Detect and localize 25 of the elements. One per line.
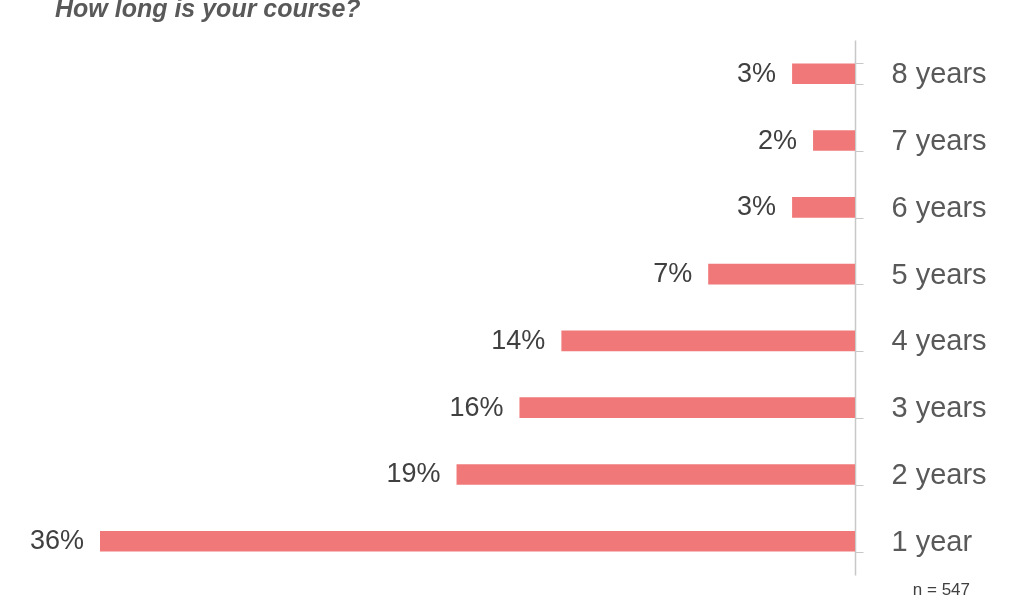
y-tick-label: 2 years	[891, 457, 987, 490]
y-tick-label: 4 years	[891, 324, 987, 357]
text: n = 547	[912, 580, 970, 600]
data-label: 7%	[653, 258, 693, 289]
data-label: 2%	[758, 124, 798, 155]
y-tick-label: 3 years	[891, 391, 987, 424]
data-label: 14%	[491, 324, 546, 355]
bar	[100, 530, 855, 552]
y-tick-label: 8 years	[891, 57, 987, 90]
y-tick-label: 7 years	[891, 124, 987, 157]
bar	[561, 330, 855, 352]
data-label: 16%	[449, 391, 504, 422]
data-label: 3%	[737, 57, 777, 88]
data-label: 19%	[386, 458, 441, 489]
y-tick-label: 1 year	[891, 524, 973, 557]
y-tick-label: 6 years	[891, 190, 987, 223]
bar	[792, 63, 855, 85]
data-label: 36%	[29, 525, 84, 556]
y-tick-label: 5 years	[891, 257, 987, 290]
data-label: 3%	[737, 191, 777, 222]
bar	[813, 130, 855, 151]
bar	[519, 397, 855, 419]
bar	[708, 263, 855, 285]
bar	[456, 464, 855, 485]
bar	[792, 196, 855, 218]
